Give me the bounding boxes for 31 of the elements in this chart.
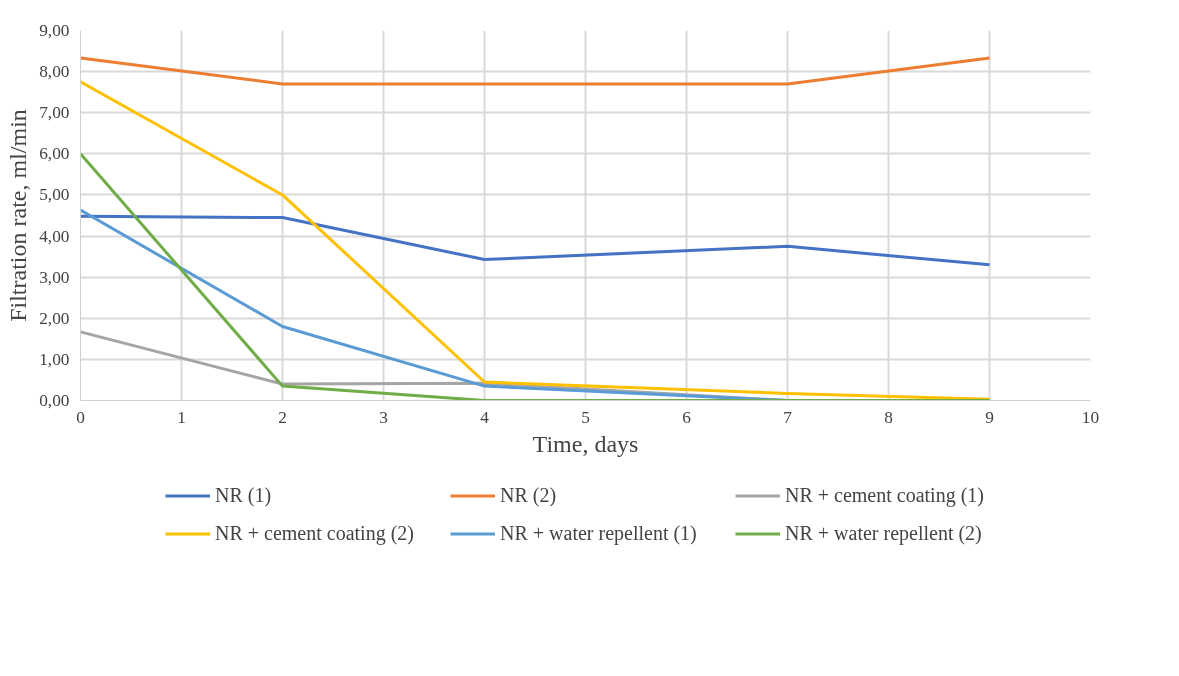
y-tick-label: 2,00	[39, 308, 70, 328]
legend-label: NR + water repellent (2)	[785, 521, 983, 545]
legend-label: NR (2)	[500, 483, 558, 507]
x-tick-label: 9	[985, 407, 994, 427]
y-tick-label: 3,00	[39, 267, 70, 287]
y-tick-label: 5,00	[39, 185, 70, 205]
x-axis-title: Time, days	[532, 430, 639, 457]
y-tick-label: 8,00	[39, 62, 70, 82]
legend-label: NR + water repellent (1)	[500, 521, 698, 545]
x-tick-label: 5	[581, 407, 590, 427]
x-tick-label: 8	[884, 407, 893, 427]
y-tick-label: 4,00	[39, 226, 70, 246]
x-tick-label: 3	[379, 407, 388, 427]
x-tick-label: 4	[480, 407, 490, 427]
x-tick-label: 6	[682, 407, 692, 427]
legend-label: NR + cement coating (1)	[785, 483, 985, 507]
x-tick-label: 1	[177, 407, 186, 427]
legend-label: NR (1)	[215, 483, 273, 507]
line-series	[80, 80, 991, 401]
y-tick-label: 1,00	[39, 349, 70, 369]
y-axis-title: Filtration rate, ml/min	[5, 109, 32, 322]
x-tick-label: 7	[783, 407, 793, 427]
y-tick-label: 7,00	[39, 103, 70, 123]
x-tick-label: 2	[278, 407, 287, 427]
line-series	[80, 214, 991, 267]
y-tick-label: 6,00	[39, 144, 70, 164]
x-tick-label: 10	[1081, 407, 1100, 427]
y-tick-label: 9,00	[39, 21, 70, 40]
legend-label: NR + cement coating (2)	[215, 521, 415, 545]
y-tick-label: 0,00	[39, 391, 70, 410]
x-tick-label: 0	[76, 407, 85, 427]
